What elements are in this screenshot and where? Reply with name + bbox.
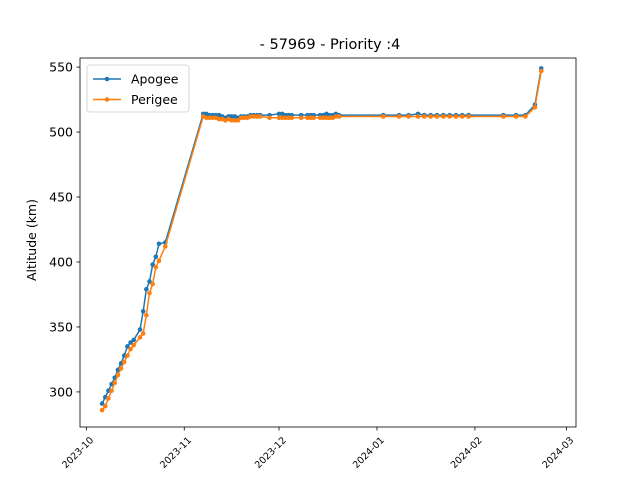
data-point-perigee bbox=[513, 114, 519, 119]
data-point-perigee bbox=[396, 114, 402, 119]
data-point-perigee bbox=[532, 105, 538, 110]
data-point-apogee bbox=[140, 309, 146, 314]
data-point-perigee bbox=[333, 114, 339, 119]
data-point-perigee bbox=[415, 114, 421, 119]
data-point-perigee bbox=[248, 114, 253, 119]
data-point-perigee bbox=[453, 114, 459, 119]
data-point-apogee bbox=[144, 286, 149, 292]
plot-area bbox=[99, 66, 544, 413]
data-point-perigee bbox=[238, 115, 244, 121]
data-point-apogee bbox=[106, 388, 111, 393]
data-point-perigee bbox=[207, 115, 212, 121]
data-point-perigee bbox=[336, 114, 342, 119]
y-tick-label: 450 bbox=[49, 190, 73, 205]
data-point-apogee bbox=[276, 111, 282, 117]
data-point-apogee bbox=[128, 340, 133, 345]
data-point-perigee bbox=[150, 281, 155, 287]
data-point-perigee bbox=[216, 116, 222, 122]
data-point-perigee bbox=[254, 114, 260, 119]
data-point-perigee bbox=[289, 115, 294, 121]
y-tick-label: 550 bbox=[49, 60, 73, 75]
data-point-perigee bbox=[276, 115, 282, 121]
data-point-perigee bbox=[147, 290, 152, 296]
data-point-perigee bbox=[115, 372, 121, 378]
data-point-perigee bbox=[99, 407, 105, 413]
data-point-perigee bbox=[156, 258, 162, 263]
data-point-perigee bbox=[298, 115, 304, 121]
data-point-perigee bbox=[267, 115, 272, 121]
data-point-apogee bbox=[156, 241, 162, 247]
data-point-perigee bbox=[501, 114, 506, 119]
data-point-perigee bbox=[251, 114, 257, 119]
data-point-perigee bbox=[308, 115, 313, 121]
data-point-apogee bbox=[121, 353, 127, 358]
data-point-perigee bbox=[305, 115, 310, 121]
data-point-perigee bbox=[447, 114, 452, 119]
data-point-apogee bbox=[137, 327, 143, 332]
data-point-perigee bbox=[163, 244, 168, 249]
legend-label-perigee: Perigee bbox=[131, 92, 178, 107]
data-point-perigee bbox=[241, 115, 247, 121]
data-point-apogee bbox=[150, 262, 155, 267]
data-point-perigee bbox=[317, 115, 323, 121]
legend: Apogee Perigee bbox=[86, 64, 190, 113]
data-point-perigee bbox=[235, 118, 241, 123]
data-point-apogee bbox=[125, 344, 130, 349]
data-point-apogee bbox=[131, 337, 137, 343]
data-point-perigee bbox=[210, 115, 215, 121]
data-point-apogee bbox=[147, 279, 152, 284]
y-tick-label: 350 bbox=[49, 319, 73, 334]
y-tick-label: 300 bbox=[49, 384, 73, 399]
data-point-perigee bbox=[279, 115, 285, 121]
chart-title: - 57969 - Priority :4 bbox=[260, 37, 401, 53]
data-point-perigee bbox=[324, 115, 329, 121]
data-point-perigee bbox=[428, 114, 433, 119]
legend-label-apogee: Apogee bbox=[131, 72, 179, 87]
data-point-perigee bbox=[137, 335, 143, 340]
data-point-perigee bbox=[153, 264, 159, 270]
axes-frame bbox=[79, 57, 577, 428]
data-point-perigee bbox=[459, 114, 465, 119]
y-tick-label: 500 bbox=[49, 125, 73, 140]
data-point-perigee bbox=[441, 114, 446, 119]
legend-marker-apogee bbox=[104, 76, 110, 82]
data-point-perigee bbox=[380, 114, 386, 119]
data-point-perigee bbox=[112, 380, 118, 386]
data-point-perigee bbox=[128, 346, 133, 352]
y-tick-label: 400 bbox=[49, 254, 73, 269]
data-point-perigee bbox=[102, 403, 108, 409]
data-point-perigee bbox=[204, 115, 209, 121]
data-point-perigee bbox=[109, 388, 114, 393]
data-point-perigee bbox=[538, 68, 544, 74]
data-point-perigee bbox=[257, 114, 263, 119]
y-axis-label: Altitude (km) bbox=[24, 199, 39, 281]
data-point-perigee bbox=[144, 312, 149, 318]
data-point-perigee bbox=[422, 114, 427, 119]
data-point-perigee bbox=[466, 114, 471, 119]
data-point-perigee bbox=[327, 115, 332, 121]
data-point-perigee bbox=[118, 366, 124, 371]
data-point-perigee bbox=[406, 114, 411, 119]
data-point-perigee bbox=[106, 396, 111, 401]
data-point-perigee bbox=[311, 115, 317, 121]
data-point-perigee bbox=[229, 118, 234, 123]
data-point-apogee bbox=[229, 114, 234, 119]
data-point-perigee bbox=[286, 115, 291, 121]
data-point-perigee bbox=[434, 114, 440, 119]
data-point-perigee bbox=[232, 118, 238, 123]
data-point-perigee bbox=[283, 115, 288, 121]
data-point-perigee bbox=[523, 114, 528, 119]
data-point-apogee bbox=[99, 401, 105, 406]
data-point-apogee bbox=[153, 254, 159, 260]
data-point-perigee bbox=[125, 353, 130, 358]
legend-marker-perigee bbox=[104, 97, 110, 102]
data-point-perigee bbox=[131, 342, 137, 348]
data-point-perigee bbox=[320, 115, 326, 121]
data-point-perigee bbox=[140, 331, 146, 336]
data-point-perigee bbox=[121, 359, 127, 365]
